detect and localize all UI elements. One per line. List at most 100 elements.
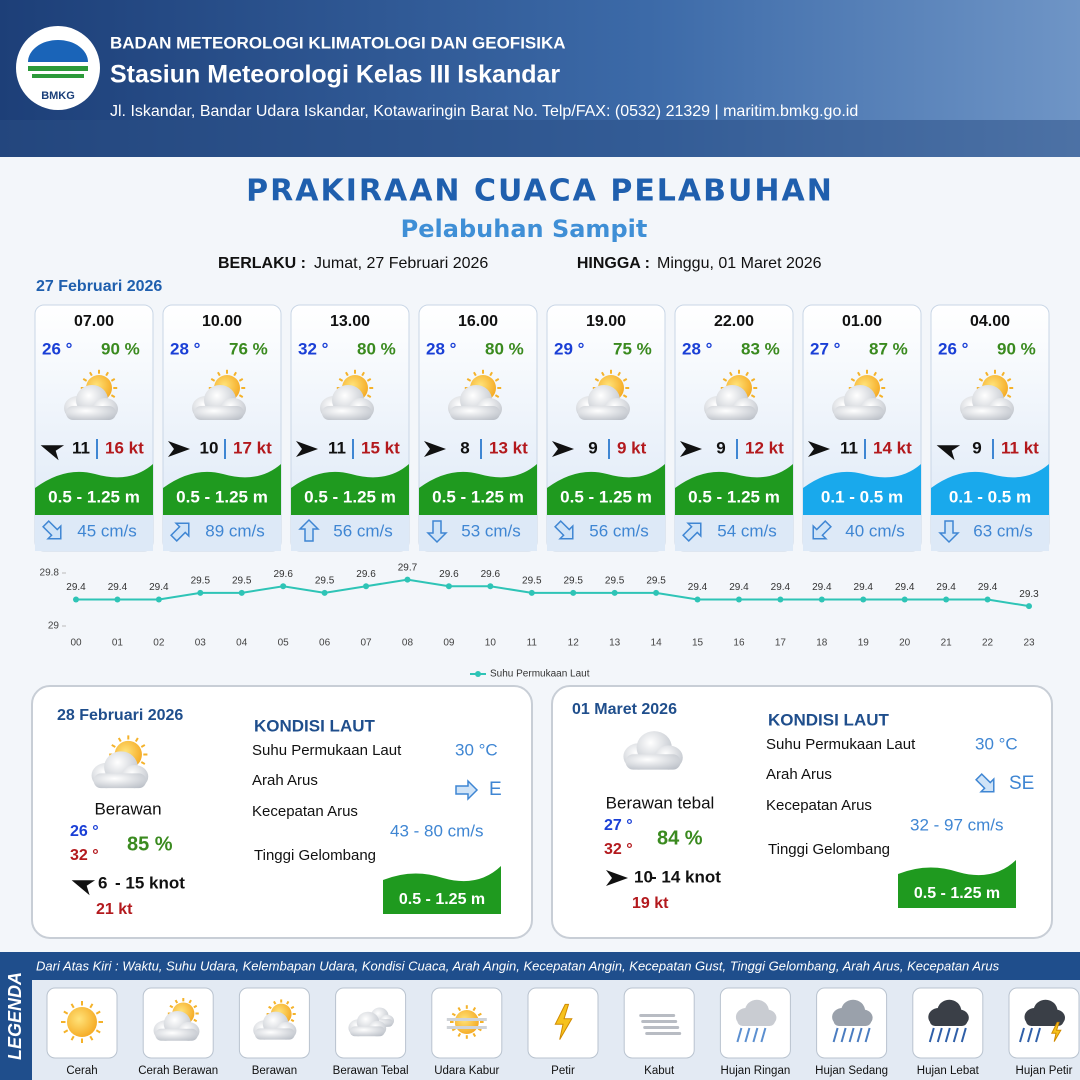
time: 07.00 xyxy=(74,313,114,330)
gust: 11 kt xyxy=(1001,438,1039,457)
sun-ray xyxy=(622,394,628,398)
bolt xyxy=(1050,1021,1062,1042)
legend-side xyxy=(0,952,32,1080)
point xyxy=(901,596,908,603)
sun-ray xyxy=(366,378,372,382)
cloud xyxy=(833,1015,872,1026)
wind-arrow xyxy=(168,441,190,457)
wave xyxy=(383,866,501,914)
wave xyxy=(675,464,793,515)
gust: 12 kt xyxy=(745,438,784,457)
point xyxy=(818,596,825,603)
point xyxy=(73,596,79,603)
wave-height: 0.5 - 1.25 m xyxy=(48,487,140,506)
sun-ray xyxy=(729,371,733,377)
time: 13.00 xyxy=(330,313,370,330)
data-label: 29.7 xyxy=(398,562,418,573)
cloud xyxy=(254,1028,295,1040)
sun-ray xyxy=(617,371,621,377)
cloud xyxy=(322,406,372,420)
point xyxy=(984,596,991,603)
point xyxy=(694,596,701,603)
sun-ray xyxy=(601,371,605,377)
rain xyxy=(832,1027,839,1043)
wind-speed: 11 xyxy=(328,438,346,457)
data-label: 29.4 xyxy=(66,582,86,593)
sun-ray xyxy=(117,737,122,742)
rain xyxy=(936,1027,943,1043)
point xyxy=(280,583,287,590)
current-arrow xyxy=(812,520,832,540)
rain xyxy=(864,1027,871,1043)
sun-ray xyxy=(95,1029,101,1034)
sun-ray xyxy=(89,1003,94,1009)
separator xyxy=(96,439,98,459)
x-tick-label: 04 xyxy=(236,638,248,649)
legend-label: Berawan Tebal xyxy=(333,1065,409,1077)
point xyxy=(114,596,121,603)
data-label: 29.6 xyxy=(273,569,293,580)
data-label: 29.3 xyxy=(1019,589,1039,600)
cloud xyxy=(155,1028,198,1041)
x-tick-label: 13 xyxy=(609,638,621,649)
wind-max: - 14 knot xyxy=(651,867,721,886)
fog xyxy=(645,1032,682,1035)
data-label: 29.5 xyxy=(646,576,666,587)
data-label: 29.6 xyxy=(356,569,376,580)
sun-ray xyxy=(750,394,756,398)
wind-speed: 9 xyxy=(972,438,981,457)
legend: LEGENDA Dari Atas Kiri : Waktu, Suhu Udar… xyxy=(0,952,1080,1080)
separator xyxy=(224,439,226,459)
wave-height: 0.5 - 1.25 m xyxy=(432,487,524,506)
rain xyxy=(760,1027,767,1043)
condition: Berawan xyxy=(94,799,161,818)
cloud xyxy=(929,1015,968,1026)
humidity: 90 % xyxy=(997,339,1036,358)
separator xyxy=(736,439,738,459)
legend-label: Suhu Permukaan Laut xyxy=(490,669,590,680)
current-dir-label: Arah Arus xyxy=(252,772,318,789)
wind-arrow xyxy=(552,441,574,457)
humidity: 80 % xyxy=(357,339,396,358)
temp-min: 26 ° xyxy=(70,823,99,840)
x-tick-label: 18 xyxy=(816,638,828,649)
sun-ray xyxy=(878,378,884,382)
point xyxy=(735,596,742,603)
sun-ray xyxy=(89,371,93,377)
sun-ray xyxy=(489,371,493,377)
gust: 21 kt xyxy=(96,901,133,918)
current-speed: 45 cm/s xyxy=(77,521,137,540)
legend-label: Cerah xyxy=(66,1065,97,1077)
logo-dome xyxy=(28,40,88,62)
sun-ray xyxy=(850,378,856,382)
sun-ray xyxy=(110,394,116,398)
x-tick-label: 11 xyxy=(527,638,538,649)
data-label: 29.5 xyxy=(191,576,211,587)
point xyxy=(197,589,204,596)
header-shade xyxy=(0,120,1080,157)
x-tick-label: 23 xyxy=(1023,638,1035,649)
cloud xyxy=(349,1026,385,1037)
sun-ray xyxy=(70,1035,75,1041)
legend-description: Dari Atas Kiri : Waktu, Suhu Udara, Kele… xyxy=(36,958,1000,973)
legend-title: LEGENDA xyxy=(5,972,25,1060)
time: 04.00 xyxy=(970,313,1010,330)
sun-ray xyxy=(286,1000,290,1005)
time: 01.00 xyxy=(842,313,882,330)
point xyxy=(238,589,245,596)
sun-ray xyxy=(451,1012,456,1017)
sun-ray xyxy=(95,1010,101,1015)
data-label: 29.6 xyxy=(481,569,501,580)
separator xyxy=(864,439,866,459)
subtitle: Pelabuhan Sampit xyxy=(401,215,648,243)
sst-chart: 29 29.8 00 01 02 03 04 05 06 07 08 09 10 11 12 13 14 15 16… xyxy=(40,562,1040,679)
sun-ray xyxy=(494,378,500,382)
wind-arrow xyxy=(808,441,830,457)
current-speed: 56 cm/s xyxy=(333,521,393,540)
separator xyxy=(992,439,994,459)
sun-ray xyxy=(473,371,477,377)
